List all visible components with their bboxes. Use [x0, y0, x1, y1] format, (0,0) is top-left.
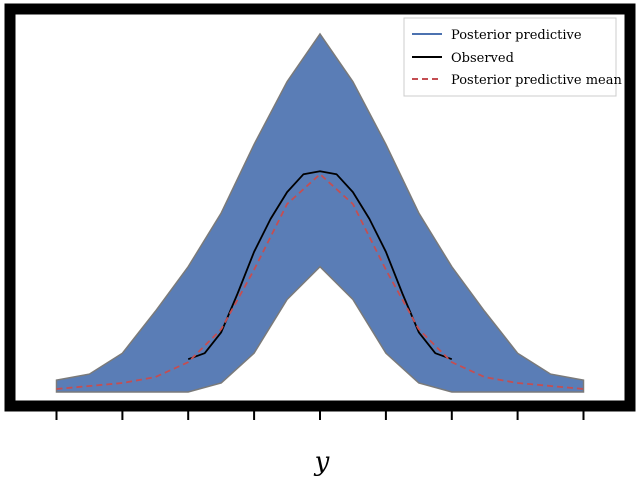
series-line-observed — [187, 170, 453, 361]
legend-label-posterior-predictive: Posterior predictive — [451, 28, 582, 43]
legend-label-posterior-predictive-mean: Posterior predictive mean — [451, 73, 622, 88]
series-band-posterior-predictive — [55, 32, 585, 393]
series-layer — [55, 32, 585, 393]
x-axis-label: y — [314, 447, 330, 477]
x-axis-ticks — [55, 411, 585, 420]
legend: Posterior predictive Observed Posterior … — [403, 17, 622, 97]
legend-label-observed: Observed — [451, 51, 514, 66]
